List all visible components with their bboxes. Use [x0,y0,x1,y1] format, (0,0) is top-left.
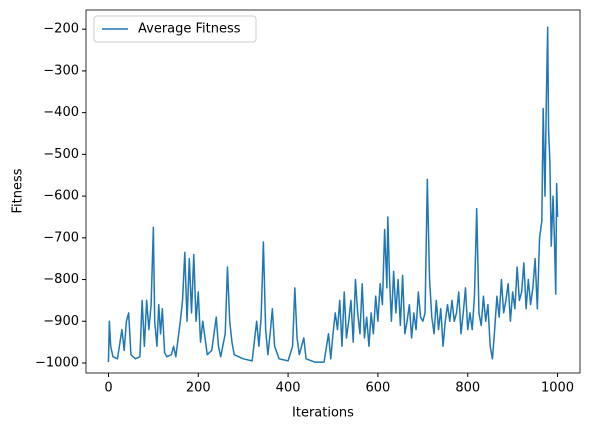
y-tick-label: −400 [43,105,79,120]
x-tick-label: 800 [455,381,480,396]
legend-box [93,15,257,43]
x-tick-label: 200 [186,381,211,396]
y-tick-label: −800 [43,272,79,287]
y-tick-label: −700 [43,230,79,245]
x-tick-label: 600 [365,381,390,396]
data-line [107,26,559,363]
y-tick-label: −300 [43,63,79,78]
y-tick-label: −1000 [35,355,79,370]
x-tick-label: 1000 [541,381,574,396]
y-tick-label: −200 [43,22,79,37]
y-tick-label: −600 [43,189,79,204]
legend-label: Average Fitness [138,22,241,37]
y-tick-label: −500 [43,147,79,162]
x-tick-label: 400 [276,381,301,396]
y-tick-label: −900 [43,314,79,329]
y-axis-label: Fitness [11,168,26,213]
x-axis-label: Iterations [292,406,354,421]
plot-frame [85,9,581,374]
x-tick-label: 0 [104,381,112,396]
